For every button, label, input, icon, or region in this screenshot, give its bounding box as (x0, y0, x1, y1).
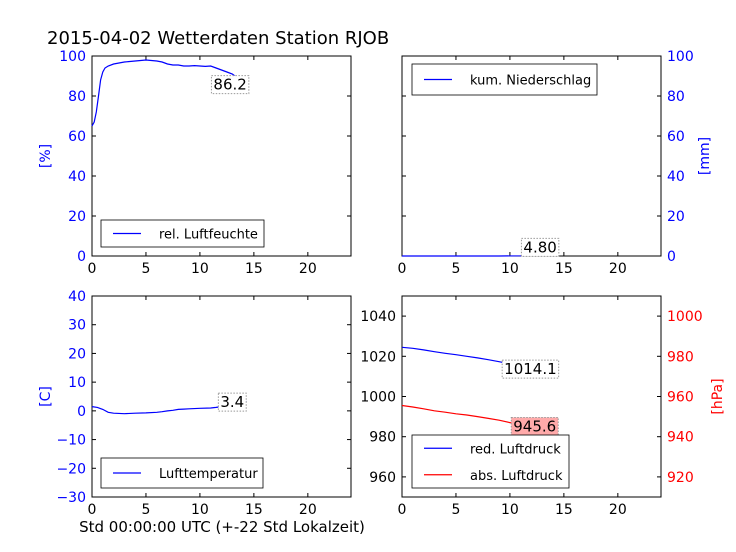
series-line-1 (91, 59, 247, 127)
panel-temperature: 0 5 10 15 20 −30 −20 −10 0 10 20 30 40 [C] 3.4 Lufttemp… (38, 289, 352, 518)
y-right-tick-label: 940 (667, 430, 694, 446)
x-tick-label: 5 (451, 502, 460, 518)
y-axis-label: [C] (38, 386, 54, 407)
legend: kum. Niederschlag (411, 63, 598, 96)
figure-xlabel: Std 00:00:00 UTC (+-22 Std Lokalzeit) (79, 518, 365, 536)
y-tick-label: 40 (68, 289, 86, 305)
x-tick-label: 0 (398, 261, 407, 277)
legend: Lufttemperatur (100, 457, 264, 489)
x-tick-label: 5 (141, 261, 150, 277)
y-right-tick-label: 1000 (667, 309, 703, 325)
annotation-box (217, 392, 247, 412)
legend-label: red. Luftdruck (470, 442, 561, 457)
y-tick-label: 20 (667, 209, 685, 225)
value-annotation: 1014.1 (504, 360, 557, 378)
y-tick-label: 80 (68, 89, 86, 105)
y-tick-label: 0 (77, 249, 86, 265)
y-right-axis-label: [hPa] (710, 378, 726, 414)
x-tick-label: 15 (555, 502, 573, 518)
legend-label: Lufttemperatur (159, 467, 258, 482)
value-annotation: 945.6 (513, 417, 556, 435)
plot-frame (91, 295, 352, 498)
y-tick-label: 60 (68, 129, 86, 145)
x-tick-label: 0 (398, 502, 407, 518)
x-tick-label: 20 (609, 502, 627, 518)
legend-frame (411, 434, 570, 489)
y-tick-label: 1000 (360, 390, 396, 406)
y-tick-label: −20 (56, 461, 86, 477)
annotation-box (520, 237, 560, 257)
y-tick-label: 1040 (360, 309, 396, 325)
x-tick-label: 20 (609, 261, 627, 277)
x-tick-label: 0 (88, 261, 97, 277)
y-tick-label: 0 (77, 404, 86, 420)
x-tick-label: 5 (451, 261, 460, 277)
x-tick-label: 20 (299, 502, 317, 518)
figure-title: 2015-04-02 Wetterdaten Station RJOB (47, 28, 389, 49)
panel-humidity: 0 5 10 15 20 0 20 40 60 80 100 [%] 86.2 rel. Luftfeuc… (38, 49, 352, 277)
legend-label: rel. Luftfeuchte (159, 228, 258, 243)
value-annotation: 86.2 (213, 76, 246, 94)
y-tick-label: 960 (369, 470, 396, 486)
x-tick-label: 15 (555, 261, 573, 277)
y-tick-label: 100 (667, 49, 694, 65)
plot-frame (91, 55, 352, 257)
panel-precip: 0 5 10 15 20 0 20 40 60 80 100 [mm] 4.80 kum. Nieders… (398, 49, 713, 277)
y-tick-label: 40 (667, 169, 685, 185)
value-annotation: 3.4 (220, 393, 244, 411)
y-tick-label: 20 (68, 346, 86, 362)
y-right-tick-label: 980 (667, 349, 694, 365)
y-right-tick-label: 960 (667, 390, 694, 406)
panel-pressure: 0 5 10 15 20 960 980 1000 1020 1040 920 940 960 980 10… (360, 295, 726, 518)
y-tick-label: −30 (56, 490, 86, 506)
x-tick-label: 15 (245, 502, 263, 518)
y-tick-label: 0 (667, 249, 676, 265)
y-tick-label: 10 (68, 375, 86, 391)
x-tick-label: 15 (245, 261, 263, 277)
x-tick-label: 10 (501, 502, 519, 518)
annotation-box (210, 75, 250, 95)
y-tick-label: 60 (667, 129, 685, 145)
y-axis-label: [%] (38, 144, 54, 168)
x-tick-label: 20 (299, 261, 317, 277)
y-axis-label: [mm] (697, 137, 713, 175)
x-tick-label: 10 (191, 261, 209, 277)
x-tick-label: 0 (88, 502, 97, 518)
value-annotation: 4.80 (523, 238, 556, 256)
annotation-box (501, 359, 560, 379)
legend: red. Luftdruck abs. Luftdruck (411, 434, 570, 489)
legend-label: abs. Luftdruck (470, 469, 563, 484)
y-tick-label: 1020 (360, 349, 396, 365)
x-tick-label: 10 (191, 502, 209, 518)
y-tick-label: 20 (68, 209, 86, 225)
x-tick-label: 5 (141, 502, 150, 518)
y-tick-label: −10 (56, 433, 86, 449)
x-tick-label: 10 (501, 261, 519, 277)
legend: rel. Luftfeuchte (100, 219, 265, 248)
y-tick-label: 30 (68, 318, 86, 334)
y-right-tick-label: 920 (667, 470, 694, 486)
y-tick-label: 40 (68, 169, 86, 185)
y-tick-label: 80 (667, 89, 685, 105)
legend-label: kum. Niederschlag (470, 74, 591, 89)
y-tick-label: 980 (369, 430, 396, 446)
y-tick-label: 100 (59, 49, 86, 65)
